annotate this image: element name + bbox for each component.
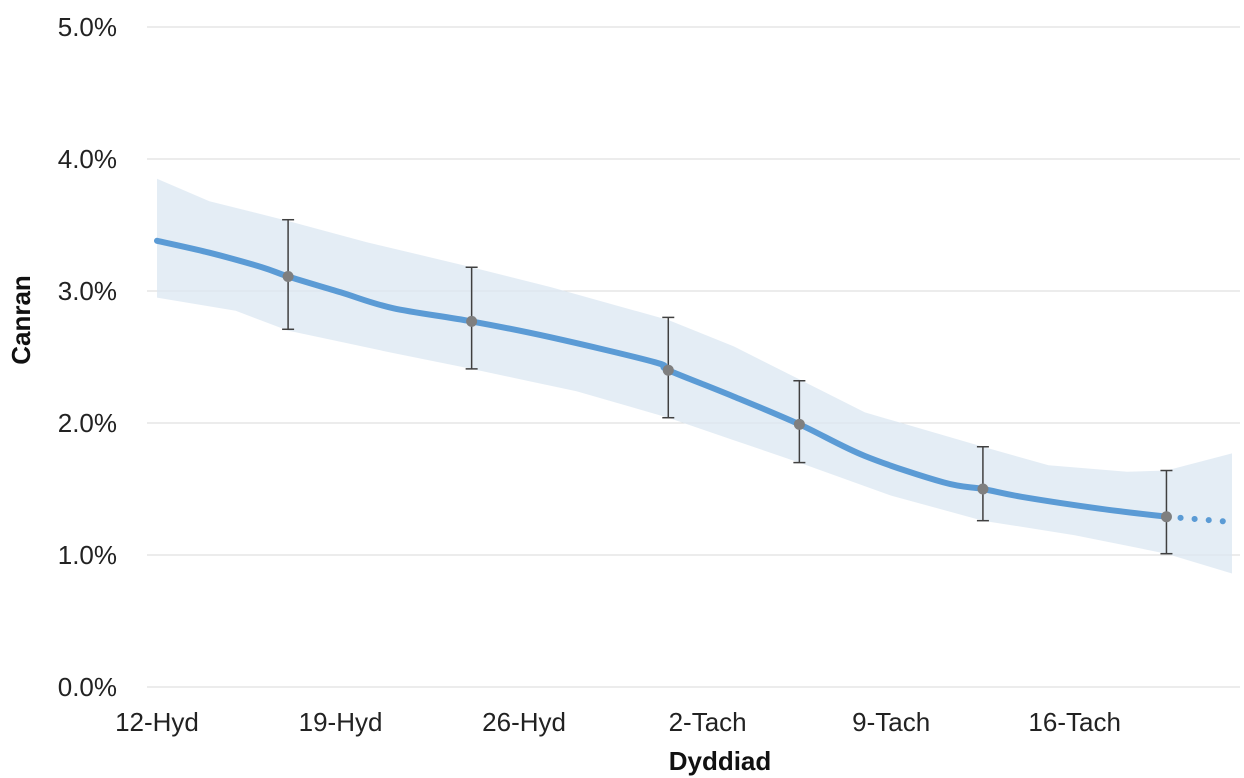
x-axis-title: Dyddiad [669, 746, 772, 776]
y-tick-label: 1.0% [58, 540, 117, 570]
y-tick-label: 2.0% [58, 408, 117, 438]
x-tick-label: 19-Hyd [299, 707, 383, 737]
x-tick-labels: 12-Hyd 19-Hyd 26-Hyd 2-Tach 9-Tach 16-Tach [115, 707, 1121, 737]
data-point [793, 418, 805, 430]
x-tick-label: 2-Tach [669, 707, 747, 737]
data-point [977, 483, 989, 495]
data-point-layer [282, 270, 1172, 523]
x-tick-label: 26-Hyd [482, 707, 566, 737]
data-point [466, 315, 478, 327]
data-point [1160, 511, 1172, 523]
y-tick-label: 3.0% [58, 276, 117, 306]
data-point [282, 270, 294, 282]
x-tick-label: 12-Hyd [115, 707, 199, 737]
y-axis-title: Canran [6, 275, 36, 365]
y-tick-labels: 0.0% 1.0% 2.0% 3.0% 4.0% 5.0% [58, 12, 117, 702]
data-point [662, 364, 674, 376]
y-tick-label: 0.0% [58, 672, 117, 702]
y-tick-label: 4.0% [58, 144, 117, 174]
y-tick-label: 5.0% [58, 12, 117, 42]
confidence-band-layer [157, 178, 1232, 574]
confidence-band [157, 178, 1232, 574]
x-tick-label: 16-Tach [1028, 707, 1121, 737]
x-tick-label: 9-Tach [852, 707, 930, 737]
